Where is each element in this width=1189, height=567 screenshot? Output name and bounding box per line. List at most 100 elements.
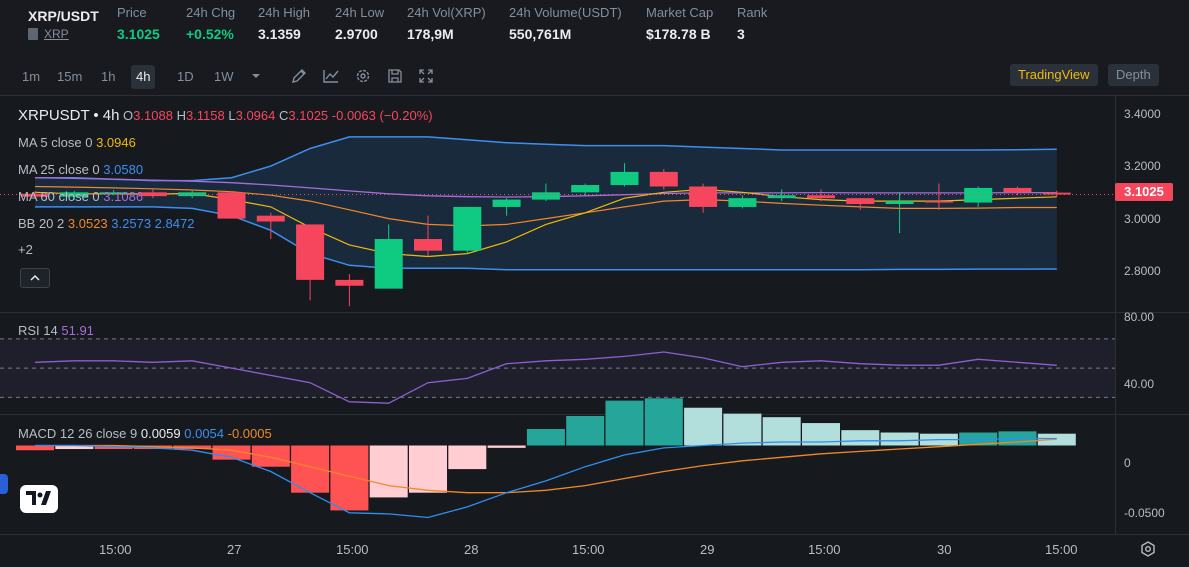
stat-label: 24h High [258,5,311,20]
time-axis-label: 27 [227,542,242,557]
macd-histogram-bar [55,445,94,450]
depth-toggle[interactable]: Depth [1108,64,1159,86]
timeframe-1d[interactable]: 1D [177,69,194,84]
rsi-axis-label: 80.00 [1124,310,1155,324]
macd-histogram-bar [251,445,290,467]
macd-signal-line [35,438,1057,494]
chart-settings-icon[interactable] [1139,540,1157,558]
legend-close: 3.1025 [288,108,329,123]
candle-body [964,187,993,203]
bb-label: BB 20 2 [18,216,65,231]
scroll-handle[interactable] [0,474,8,494]
rsi-value: 51.91 [61,323,94,338]
rsi-legend[interactable]: RSI 14 51.91 [18,323,94,338]
timeframe-1m[interactable]: 1m [22,69,41,84]
macd-histogram-bar [644,398,683,446]
stat-label: 24h Vol(XRP) [407,5,486,20]
chevron-down-icon[interactable] [247,67,265,85]
macd-histogram-bar [330,445,369,511]
macd-histogram-bar [684,407,723,446]
fullscreen-icon[interactable] [417,67,435,85]
time-axis-label: 15:00 [1045,542,1078,557]
indicator-icon[interactable] [322,67,340,85]
macd-histogram-bar [16,445,54,451]
ma25-label: MA 25 close 0 [18,162,100,177]
tradingview-logo-icon [26,491,51,505]
more-indicators[interactable]: +2 [18,242,33,257]
macd-axis-label: 0 [1124,456,1131,470]
macd-hist-value: -0.0005 [227,426,272,441]
candle-body [885,201,914,204]
gear-icon[interactable] [354,67,372,85]
tradingview-toggle[interactable]: TradingView [1010,64,1098,86]
ma25-line [34,185,1057,227]
candle-body [728,198,757,207]
chevron-up-icon [30,274,40,281]
bollinger-band-fill [35,136,1057,270]
stat-label: 24h Low [335,5,385,20]
candle-body [60,192,89,197]
macd-histogram-bar [526,428,565,446]
timeframe-4h[interactable]: 4h [131,65,156,89]
current-price-tag: 3.1025 [1115,183,1173,201]
macd-histogram-bar [605,400,644,446]
stat-label: Market Cap [646,5,714,20]
macd-histogram-bar [762,417,801,446]
candle-body [531,192,560,200]
ma25-legend[interactable]: MA 25 close 0 3.0580 [18,162,143,177]
candle-body [924,201,953,203]
ma5-value: 3.0946 [96,135,136,150]
tradingview-logo[interactable] [20,485,58,513]
macd-legend[interactable]: MACD 12 26 close 9 0.0059 0.0054 -0.0005 [18,426,272,441]
coin-info-link[interactable]: XRP [28,27,69,41]
bb-legend[interactable]: BB 20 2 3.0523 3.2573 2.8472 [18,216,194,231]
ma5-legend[interactable]: MA 5 close 0 3.0946 [18,135,136,150]
symbol-title[interactable]: XRP/USDT [28,8,99,24]
legend-low: 3.0964 [235,108,276,123]
time-axis-label: 29 [700,542,715,557]
legend-pair: XRPUSDT [18,107,90,124]
timeframe-15m[interactable]: 15m [57,69,83,84]
stat-value: 3 [737,26,745,42]
candle-body [217,192,246,219]
stat-24h-vol-xrp: 24h Vol(XRP) 178,9M [407,5,486,42]
collapse-legend-button[interactable] [20,268,50,288]
legend-high-label: H [176,108,186,123]
ma60-label: MA 60 close 0 [18,189,100,204]
pen-icon[interactable] [290,67,308,85]
bollinger-upper-line [35,136,1057,182]
stat-label: 24h Volume(USDT) [509,5,622,20]
ma60-legend[interactable]: MA 60 close 0 3.1086 [18,189,143,204]
timeframe-1w[interactable]: 1W [214,69,234,84]
macd-histogram-bar [723,413,762,446]
stat-value: 3.1025 [117,26,160,42]
ma25-value: 3.0580 [103,162,144,177]
candle-body [846,198,875,204]
stat-24h-volume-usdt: 24h Volume(USDT) 550,761M [509,5,622,42]
stat-value: $178.78 B [646,26,711,42]
rsi-axis-label: 40.00 [1124,377,1155,391]
chart-area[interactable]: XRPUSDT • 4h O3.1088 H3.1158 L3.0964 C3.… [0,96,1189,567]
candle-body [21,193,49,197]
timeframe-1h[interactable]: 1h [101,69,116,84]
stat-market-cap: Market Cap $178.78 B [646,5,713,42]
time-axis-label: 15:00 [99,542,132,557]
macd-axis-label: -0.0500 [1124,506,1165,520]
ma5-label: MA 5 close 0 [18,135,93,150]
stat-rank: Rank 3 [737,5,767,42]
macd-histogram-bar [566,416,605,446]
macd-line [35,437,1057,519]
macd-histogram-bar [802,423,840,446]
rsi-label: RSI 14 [18,323,58,338]
candle-body [256,215,285,222]
candle-body [296,224,325,280]
macd-histogram-bar [448,445,487,470]
legend-interval: • 4h [93,107,120,124]
candle-body [99,192,128,194]
candle-body [689,186,718,207]
candle-body [571,185,600,193]
save-icon[interactable] [386,67,404,85]
time-axis-label: 28 [464,542,479,557]
chart-canvas[interactable] [0,96,1189,567]
candle-body [807,195,835,199]
